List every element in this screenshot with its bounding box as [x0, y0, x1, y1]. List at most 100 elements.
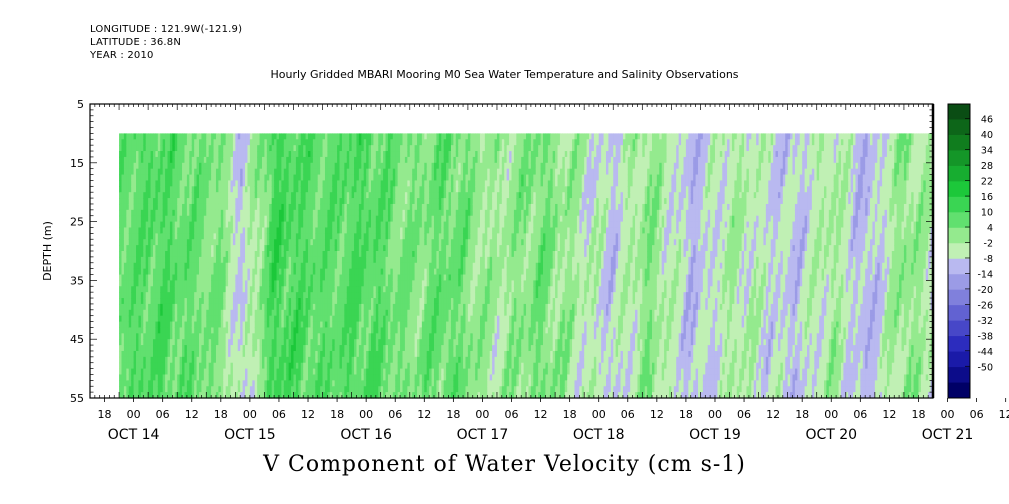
- heatmap-cell: [235, 139, 239, 146]
- heatmap-cell: [177, 309, 181, 317]
- heatmap-cell: [283, 303, 287, 311]
- heatmap-cell: [119, 321, 123, 329]
- heatmap-cell: [264, 262, 268, 270]
- heatmap-cell: [293, 245, 297, 252]
- heatmap-cell: [257, 268, 261, 276]
- heatmap-cell: [203, 233, 207, 240]
- heatmap-cell: [201, 145, 205, 152]
- heatmap-cell: [189, 392, 193, 399]
- heatmap-cell: [281, 239, 285, 246]
- heatmap-cell: [286, 215, 290, 223]
- heatmap-cell: [283, 151, 287, 158]
- heatmap-cell: [223, 251, 227, 258]
- heatmap-cell: [191, 174, 195, 182]
- heatmap-cell: [237, 174, 241, 182]
- heatmap-cell: [223, 145, 227, 152]
- heatmap-cell: [148, 262, 152, 270]
- heatmap-cell: [286, 298, 290, 305]
- heatmap-cell: [218, 368, 222, 376]
- heatmap-cell: [293, 262, 297, 270]
- heatmap-cell: [186, 221, 190, 229]
- heatmap-cell: [230, 386, 234, 393]
- heatmap-cell: [274, 203, 278, 211]
- heatmap-cell: [264, 356, 268, 364]
- heatmap-cell: [232, 345, 236, 352]
- heatmap-cell: [232, 286, 236, 293]
- heatmap-cell: [223, 350, 227, 358]
- heatmap-cell: [271, 350, 275, 358]
- heatmap-cell: [145, 392, 149, 399]
- heatmap-cell: [223, 380, 227, 387]
- heatmap-cell: [220, 268, 224, 276]
- heatmap-cell: [174, 198, 178, 205]
- heatmap-cell: [128, 380, 132, 387]
- heatmap-cell: [271, 292, 275, 299]
- heatmap-cell: [206, 227, 210, 234]
- heatmap-cell: [288, 180, 292, 187]
- heatmap-cell: [167, 145, 171, 152]
- heatmap-cell: [230, 374, 234, 381]
- heatmap-cell: [184, 350, 188, 358]
- heatmap-cell: [126, 292, 130, 299]
- heatmap-cell: [206, 292, 210, 299]
- heatmap-cell: [123, 221, 127, 229]
- heatmap-cell: [131, 203, 135, 211]
- heatmap-cell: [143, 156, 147, 164]
- heatmap-cell: [274, 380, 278, 387]
- heatmap-cell: [240, 274, 244, 281]
- heatmap-cell: [213, 256, 217, 264]
- heatmap-cell: [274, 345, 278, 352]
- heatmap-cell: [155, 192, 159, 199]
- heatmap-cell: [206, 145, 210, 152]
- heatmap-cell: [179, 251, 183, 258]
- heatmap-cell: [254, 215, 258, 223]
- heatmap-cell: [128, 274, 132, 281]
- heatmap-cell: [230, 262, 234, 270]
- heatmap-cell: [242, 156, 246, 164]
- heatmap-cell: [157, 145, 161, 152]
- heatmap-cell: [206, 262, 210, 270]
- heatmap-cell: [245, 174, 249, 182]
- heatmap-cell: [155, 374, 159, 381]
- heatmap-cell: [160, 345, 164, 352]
- heatmap-cell: [223, 174, 227, 182]
- heatmap-cell: [126, 203, 130, 211]
- heatmap-cell: [136, 362, 140, 370]
- heatmap-cell: [172, 268, 176, 276]
- heatmap-cell: [213, 327, 217, 334]
- heatmap-cell: [254, 251, 258, 258]
- heatmap-cell: [148, 315, 152, 323]
- heatmap-cell: [182, 251, 186, 258]
- heatmap-cell: [274, 350, 278, 358]
- heatmap-cell: [281, 268, 285, 276]
- heatmap-cell: [283, 350, 287, 358]
- heatmap-cell: [252, 292, 256, 299]
- heatmap-cell: [286, 345, 290, 352]
- heatmap-cell: [230, 198, 234, 205]
- heatmap-cell: [136, 251, 140, 258]
- heatmap-cell: [247, 151, 251, 158]
- heatmap-cell: [196, 321, 200, 329]
- heatmap-cell: [167, 374, 171, 381]
- heatmap-cell: [206, 303, 210, 311]
- heatmap-cell: [257, 168, 261, 176]
- heatmap-cell: [119, 245, 123, 252]
- heatmap-cell: [215, 156, 219, 164]
- heatmap-cell: [228, 292, 232, 299]
- heatmap-cell: [196, 227, 200, 234]
- heatmap-cell: [276, 145, 280, 152]
- heatmap-cell: [189, 356, 193, 364]
- heatmap-cell: [286, 139, 290, 146]
- heatmap-cell: [140, 145, 144, 152]
- heatmap-cell: [266, 327, 270, 334]
- heatmap-cell: [140, 151, 144, 158]
- heatmap-cell: [223, 362, 227, 370]
- heatmap-cell: [128, 280, 132, 287]
- heatmap-cell: [194, 198, 198, 205]
- heatmap-cell: [293, 239, 297, 246]
- heatmap-cell: [184, 392, 188, 399]
- heatmap-cell: [155, 162, 159, 170]
- heatmap-cell: [281, 133, 285, 140]
- heatmap-cell: [143, 309, 147, 317]
- heatmap-cell: [223, 386, 227, 393]
